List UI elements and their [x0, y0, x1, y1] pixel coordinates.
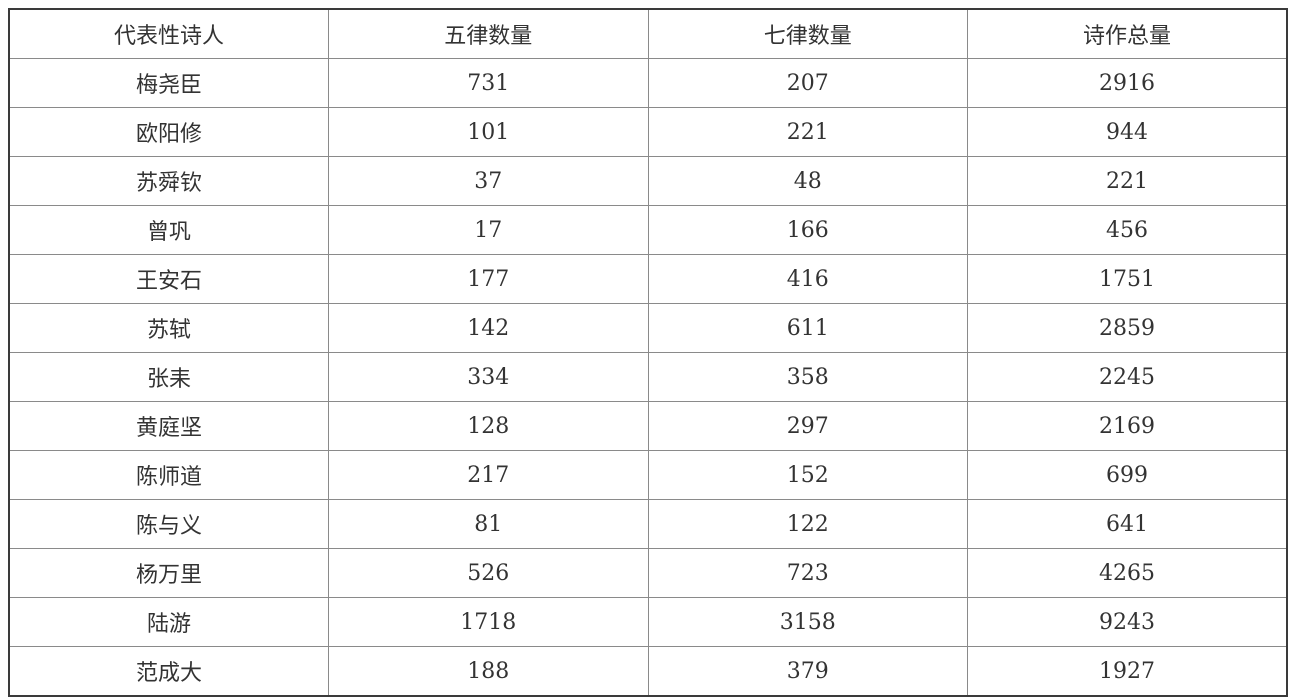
wulv-count-cell: 142 — [328, 303, 649, 353]
qilv-count-cell: 48 — [647, 156, 968, 206]
poet-name-cell: 范成大 — [8, 646, 329, 697]
total-poems-cell: 1751 — [967, 254, 1288, 304]
wulv-count-cell: 334 — [328, 352, 649, 402]
poet-name-cell: 陆游 — [8, 597, 329, 647]
qilv-count-cell: 207 — [647, 58, 968, 108]
poet-name-cell: 欧阳修 — [8, 107, 329, 157]
table-row: 梅尧臣 731 207 2916 — [8, 58, 1288, 108]
total-poems-cell: 2916 — [967, 58, 1288, 108]
table-row: 王安石 177 416 1751 — [8, 254, 1288, 304]
total-poems-cell: 2245 — [967, 352, 1288, 402]
total-poems-cell: 641 — [967, 499, 1288, 549]
qilv-count-cell: 122 — [647, 499, 968, 549]
table-row: 张耒 334 358 2245 — [8, 352, 1288, 402]
qilv-count-cell: 611 — [647, 303, 968, 353]
table-row: 黄庭坚 128 297 2169 — [8, 401, 1288, 451]
qilv-count-cell: 297 — [647, 401, 968, 451]
poet-name-cell: 苏舜钦 — [8, 156, 329, 206]
table-row: 杨万里 526 723 4265 — [8, 548, 1288, 598]
wulv-count-cell: 731 — [328, 58, 649, 108]
wulv-count-cell: 101 — [328, 107, 649, 157]
poet-name-cell: 苏轼 — [8, 303, 329, 353]
poet-name-cell: 梅尧臣 — [8, 58, 329, 108]
qilv-count-cell: 166 — [647, 205, 968, 255]
wulv-count-cell: 128 — [328, 401, 649, 451]
qilv-count-cell: 358 — [647, 352, 968, 402]
poet-name-cell: 张耒 — [8, 352, 329, 402]
poet-name-cell: 陈与义 — [8, 499, 329, 549]
wulv-count-cell: 217 — [328, 450, 649, 500]
total-poems-cell: 699 — [967, 450, 1288, 500]
table-row: 欧阳修 101 221 944 — [8, 107, 1288, 157]
wulv-count-cell: 1718 — [328, 597, 649, 647]
qilv-count-cell: 3158 — [647, 597, 968, 647]
wulv-count-cell: 526 — [328, 548, 649, 598]
poet-name-cell: 陈师道 — [8, 450, 329, 500]
header-row: 代表性诗人 五律数量 七律数量 诗作总量 — [8, 8, 1288, 59]
table-row: 苏舜钦 37 48 221 — [8, 156, 1288, 206]
qilv-count-cell: 152 — [647, 450, 968, 500]
total-poems-cell: 456 — [967, 205, 1288, 255]
poet-statistics-table: 代表性诗人 五律数量 七律数量 诗作总量 梅尧臣 731 207 2916 欧阳修 101… — [8, 8, 1288, 697]
header-qilv-count: 七律数量 — [647, 8, 968, 59]
total-poems-cell: 9243 — [967, 597, 1288, 647]
table-row: 苏轼 142 611 2859 — [8, 303, 1288, 353]
table-row: 陈与义 81 122 641 — [8, 499, 1288, 549]
total-poems-cell: 221 — [967, 156, 1288, 206]
total-poems-cell: 1927 — [967, 646, 1288, 697]
total-poems-cell: 2859 — [967, 303, 1288, 353]
qilv-count-cell: 416 — [647, 254, 968, 304]
poet-name-cell: 黄庭坚 — [8, 401, 329, 451]
header-wulv-count: 五律数量 — [328, 8, 649, 59]
qilv-count-cell: 723 — [647, 548, 968, 598]
table-row: 陆游 1718 3158 9243 — [8, 597, 1288, 647]
wulv-count-cell: 81 — [328, 499, 649, 549]
wulv-count-cell: 17 — [328, 205, 649, 255]
table-row: 曾巩 17 166 456 — [8, 205, 1288, 255]
poet-name-cell: 曾巩 — [8, 205, 329, 255]
table-body: 梅尧臣 731 207 2916 欧阳修 101 221 944 苏舜钦 37 48 221 曾巩 17 1… — [8, 58, 1288, 697]
table-row: 范成大 188 379 1927 — [8, 646, 1288, 697]
wulv-count-cell: 37 — [328, 156, 649, 206]
poet-name-cell: 杨万里 — [8, 548, 329, 598]
header-total-poems: 诗作总量 — [967, 8, 1288, 59]
total-poems-cell: 4265 — [967, 548, 1288, 598]
total-poems-cell: 2169 — [967, 401, 1288, 451]
total-poems-cell: 944 — [967, 107, 1288, 157]
qilv-count-cell: 379 — [647, 646, 968, 697]
header-poet: 代表性诗人 — [8, 8, 329, 59]
wulv-count-cell: 188 — [328, 646, 649, 697]
table-row: 陈师道 217 152 699 — [8, 450, 1288, 500]
qilv-count-cell: 221 — [647, 107, 968, 157]
wulv-count-cell: 177 — [328, 254, 649, 304]
poet-name-cell: 王安石 — [8, 254, 329, 304]
